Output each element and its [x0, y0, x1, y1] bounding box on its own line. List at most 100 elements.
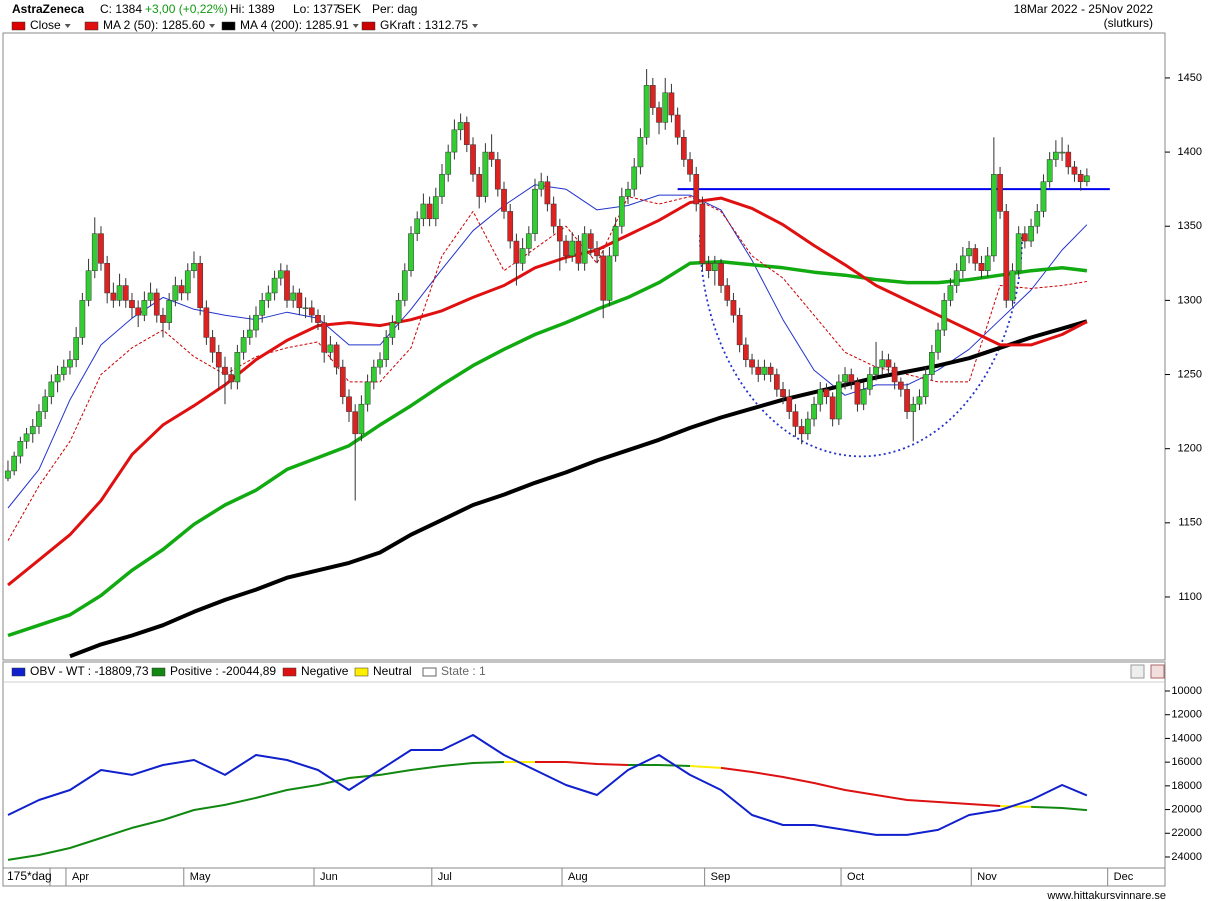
- candle-body: [1034, 211, 1041, 227]
- candle-body: [203, 307, 210, 338]
- y-tick-label: 10000: [1171, 685, 1202, 697]
- y-tick-label: 14000: [1171, 732, 1202, 744]
- close-icon[interactable]: [1150, 664, 1165, 679]
- candle-body: [786, 396, 793, 412]
- candle-body: [358, 403, 365, 435]
- candle-body: [513, 240, 520, 264]
- candle-body: [321, 322, 328, 353]
- candle-body: [315, 314, 321, 323]
- candle-body: [997, 174, 1003, 212]
- candle-body: [67, 359, 73, 368]
- candle-body: [941, 300, 948, 331]
- candle-body: [184, 270, 191, 294]
- candle-body: [575, 240, 582, 264]
- candle-body: [705, 263, 712, 271]
- candle-body: [197, 263, 204, 309]
- candle-body: [296, 292, 303, 309]
- candle-body: [848, 374, 855, 383]
- period: Per: dag: [372, 2, 417, 16]
- candle-body: [432, 196, 439, 220]
- candle-body: [860, 389, 867, 405]
- candle-body: [854, 381, 861, 405]
- candle-body: [246, 329, 253, 338]
- candle-body: [104, 263, 111, 294]
- candle-body: [408, 233, 414, 271]
- candle-body: [618, 196, 625, 227]
- candle-body: [929, 352, 935, 375]
- candle-body: [426, 203, 433, 220]
- candle-body: [494, 159, 501, 190]
- candle-body: [587, 233, 594, 249]
- legend-label: GKraft : 1312.75: [380, 18, 468, 32]
- close-value: C: 1384: [100, 2, 142, 16]
- candle-body: [1046, 159, 1053, 182]
- candle-body: [463, 122, 470, 145]
- zoom-icon[interactable]: [1130, 664, 1145, 679]
- candle-body: [829, 396, 836, 420]
- candle-body: [48, 381, 55, 398]
- candle-body: [54, 374, 61, 383]
- candle-body: [879, 359, 886, 368]
- y-tick-label: 22000: [1171, 827, 1202, 839]
- candle-body: [290, 292, 297, 301]
- price-note: (slutkurs): [1104, 16, 1153, 30]
- candle-body: [364, 381, 371, 405]
- candle-body: [1077, 174, 1084, 182]
- candle-body: [668, 92, 675, 116]
- y-tick-label: 1450: [1178, 72, 1202, 84]
- candle-body: [910, 403, 917, 412]
- candle-body: [817, 389, 824, 405]
- candle-body: [79, 300, 86, 338]
- candle-body: [1022, 233, 1028, 242]
- candle-body: [501, 188, 507, 212]
- candle-body: [612, 225, 619, 257]
- x-tick-label: Dec: [1114, 871, 1134, 883]
- candle-body: [141, 300, 148, 316]
- legend-swatch: [422, 667, 437, 677]
- legend-label: Close: [30, 18, 61, 32]
- candle-body: [866, 374, 873, 390]
- candle-body: [153, 292, 160, 316]
- candle-body: [5, 470, 11, 479]
- candle-body: [110, 292, 117, 301]
- candle-body: [767, 366, 774, 375]
- x-tick-label: Sep: [711, 871, 731, 883]
- legend-swatch: [11, 21, 26, 31]
- candle-body: [209, 337, 216, 353]
- candle-body: [395, 300, 402, 323]
- candle-body: [606, 255, 613, 301]
- candle-body: [36, 411, 42, 427]
- legend-swatch: [221, 21, 236, 31]
- candle-body: [1084, 175, 1090, 182]
- candle-body: [538, 181, 545, 190]
- legend-label: MA 4 (200): 1285.91: [240, 18, 349, 32]
- x-tick-label: Jul: [438, 871, 452, 883]
- candle-body: [687, 159, 693, 175]
- candle-body: [656, 107, 662, 123]
- candle-body: [885, 359, 892, 368]
- candle-body: [178, 285, 185, 294]
- candle-body: [420, 203, 427, 220]
- x-tick-label: Apr: [72, 871, 89, 883]
- legend-label: MA 2 (50): 1285.60: [103, 18, 205, 32]
- candle-body: [265, 292, 272, 301]
- candle-body: [451, 129, 458, 153]
- candle-body: [73, 337, 80, 360]
- legend-swatch: [282, 667, 297, 677]
- dropdown-arrow: [64, 24, 71, 28]
- candle-body: [1065, 151, 1072, 168]
- cup-annotation: [699, 234, 1023, 458]
- candle-body: [966, 248, 972, 257]
- candle-body: [42, 396, 49, 412]
- candle-body: [947, 285, 954, 301]
- candle-body: [780, 389, 786, 398]
- candle-body: [445, 151, 452, 175]
- candle-body: [17, 441, 24, 457]
- candle-body: [122, 285, 129, 301]
- candle-body: [507, 211, 514, 242]
- legend-swatch: [361, 21, 376, 31]
- dropdown-arrow: [352, 24, 359, 28]
- candle-body: [835, 381, 842, 420]
- candle-body: [798, 426, 805, 435]
- candle-body: [11, 455, 18, 472]
